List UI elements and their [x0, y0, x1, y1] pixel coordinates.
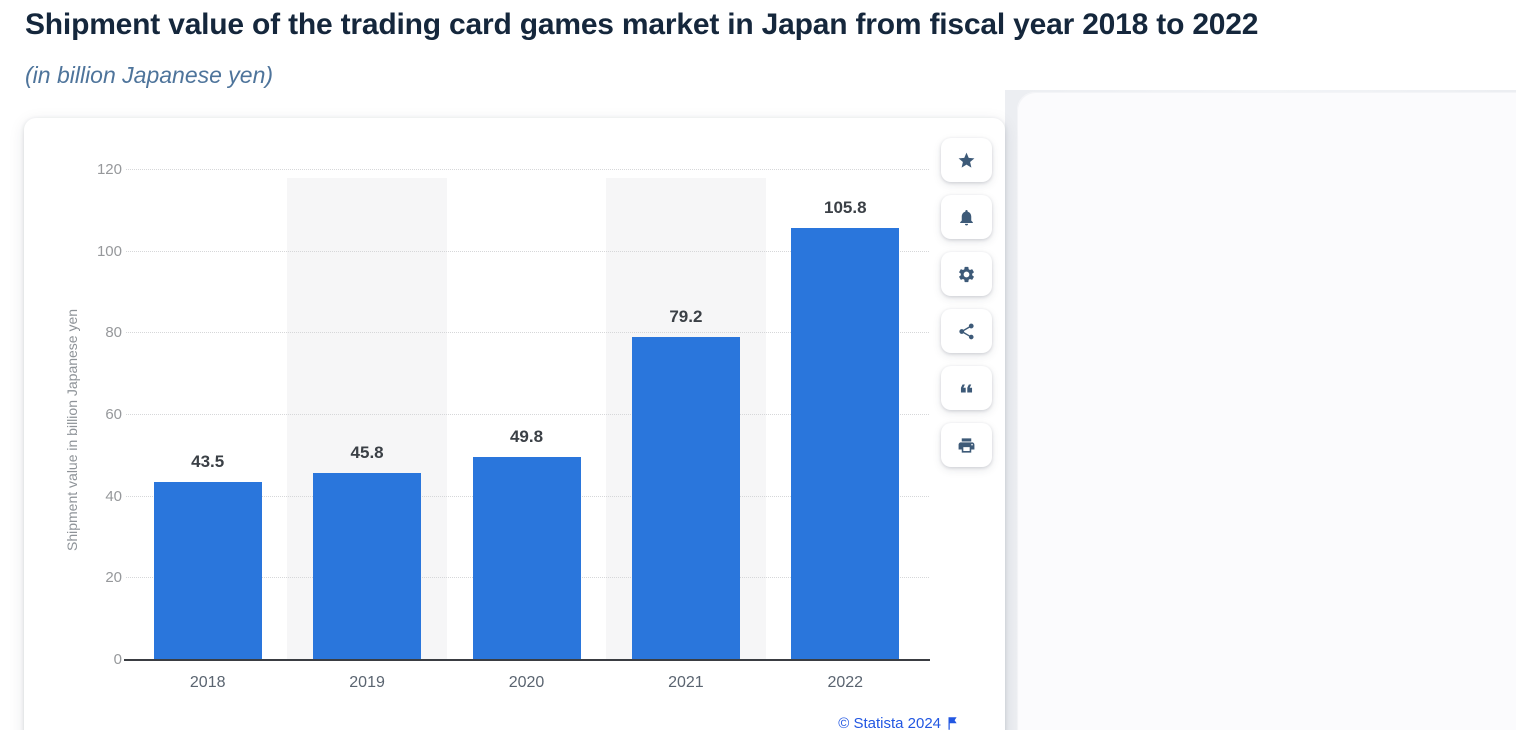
- bar-2022[interactable]: [791, 227, 900, 660]
- y-tick-label: 20: [105, 569, 122, 587]
- alert-button[interactable]: [941, 195, 992, 239]
- x-axis-baseline: [124, 659, 930, 661]
- bar-value-label: 105.8: [824, 197, 867, 217]
- x-tick-label: 2021: [668, 674, 704, 691]
- bar-value-label: 45.8: [350, 442, 384, 462]
- cite-button[interactable]: [941, 366, 992, 410]
- x-tick-label: 2022: [827, 674, 864, 691]
- page-title: Shipment value of the trading card games…: [25, 8, 1259, 41]
- x-tick-label: 2019: [349, 674, 385, 691]
- print-button[interactable]: [941, 423, 992, 467]
- bar-2019[interactable]: [313, 472, 422, 660]
- right-side-panel: [1017, 92, 1516, 730]
- y-tick-label: 120: [96, 161, 122, 178]
- y-tick-label: 100: [96, 242, 122, 260]
- statista-flag-icon: [946, 716, 961, 730]
- chart-card: Shipment value in billion Japanese yen 4…: [24, 118, 1005, 730]
- bar-value-label: 79.2: [669, 306, 703, 326]
- gridline: [126, 332, 929, 334]
- copyright-text: © Statista 2024: [838, 715, 941, 730]
- y-tick-label: 40: [105, 487, 122, 505]
- bar-2018[interactable]: [153, 482, 262, 660]
- gridline: [126, 169, 929, 170]
- page-subtitle: (in billion Japanese yen): [25, 62, 274, 88]
- gridline: [126, 250, 929, 252]
- statista-flag-icon: [948, 717, 957, 730]
- print-icon: [958, 437, 975, 453]
- chart-toolbar: [941, 138, 992, 467]
- bar-value-label: 43.5: [191, 452, 225, 472]
- quote-icon: [960, 384, 973, 392]
- gridline: [126, 414, 929, 415]
- y-tick-label: 60: [105, 406, 122, 423]
- bell-icon: [960, 209, 973, 225]
- favorite-button[interactable]: [941, 138, 992, 182]
- statista-copyright-link[interactable]: © Statista 2024: [838, 715, 961, 730]
- settings-button[interactable]: [941, 252, 992, 296]
- share-icon: [959, 323, 974, 339]
- x-tick-label: 2018: [189, 674, 226, 691]
- star-icon: [958, 152, 975, 168]
- bar-2020[interactable]: [472, 456, 581, 660]
- bar-2021[interactable]: [631, 336, 740, 660]
- bar-value-label: 49.8: [509, 426, 544, 446]
- plot-area: 43.5 45.8 49.8 79.2 105.8: [126, 169, 929, 660]
- gear-icon: [959, 266, 974, 282]
- share-button[interactable]: [941, 309, 992, 353]
- y-tick-label: 0: [113, 651, 122, 668]
- x-tick-label: 2020: [508, 674, 545, 691]
- y-tick-label: 80: [105, 324, 122, 342]
